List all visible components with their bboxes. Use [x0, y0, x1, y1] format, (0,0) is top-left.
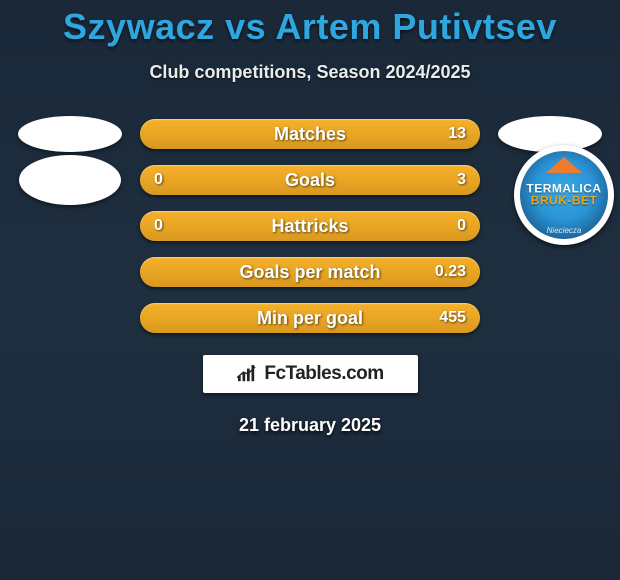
badge-band: TERMALICA BRUK-BET	[520, 182, 608, 207]
stat-right-value: 13	[448, 125, 466, 143]
stat-row-hattricks: 0 Hattricks 0	[0, 211, 620, 241]
stat-bar: Matches 13	[140, 119, 480, 149]
stat-right-value: 455	[439, 309, 466, 327]
stat-bar: 0 Goals 3	[140, 165, 480, 195]
stat-bar: Goals per match 0.23	[140, 257, 480, 287]
stat-label: Goals per match	[239, 262, 380, 283]
left-slot	[0, 165, 140, 195]
stat-label: Hattricks	[271, 216, 348, 237]
stat-row-gpm: Goals per match 0.23	[0, 257, 620, 287]
left-slot	[0, 211, 140, 241]
stat-left-value: 0	[154, 217, 163, 235]
site-logo-text: FcTables.com	[264, 363, 383, 385]
stat-label: Min per goal	[257, 308, 363, 329]
page-title: Szywacz vs Artem Putivtsev	[0, 0, 620, 48]
right-slot	[480, 257, 620, 287]
site-logo-box: FcTables.com	[203, 355, 418, 393]
left-slot	[0, 303, 140, 333]
stat-row-mpg: Min per goal 455	[0, 303, 620, 333]
stats-container: Matches 13 0 Goals 3 TERMALICA BRUK-BET …	[0, 119, 620, 333]
stat-bar: 0 Hattricks 0	[140, 211, 480, 241]
badge-roof-icon	[546, 157, 582, 173]
stat-label: Goals	[285, 170, 335, 191]
left-slot	[0, 119, 140, 149]
stat-label: Matches	[274, 124, 346, 145]
stat-bar: Min per goal 455	[140, 303, 480, 333]
player-left-placeholder	[18, 116, 122, 152]
badge-line2: BRUK-BET	[520, 194, 608, 207]
stat-right-value: 0.23	[435, 263, 466, 281]
club-left-placeholder	[19, 155, 121, 205]
bar-chart-icon	[236, 365, 258, 383]
subtitle: Club competitions, Season 2024/2025	[0, 62, 620, 83]
right-slot	[480, 211, 620, 241]
stat-right-value: 3	[457, 171, 466, 189]
right-slot	[480, 303, 620, 333]
left-slot	[0, 257, 140, 287]
stat-left-value: 0	[154, 171, 163, 189]
stat-row-goals: 0 Goals 3 TERMALICA BRUK-BET Nieciecza	[0, 165, 620, 195]
stat-right-value: 0	[457, 217, 466, 235]
date-label: 21 february 2025	[0, 415, 620, 436]
